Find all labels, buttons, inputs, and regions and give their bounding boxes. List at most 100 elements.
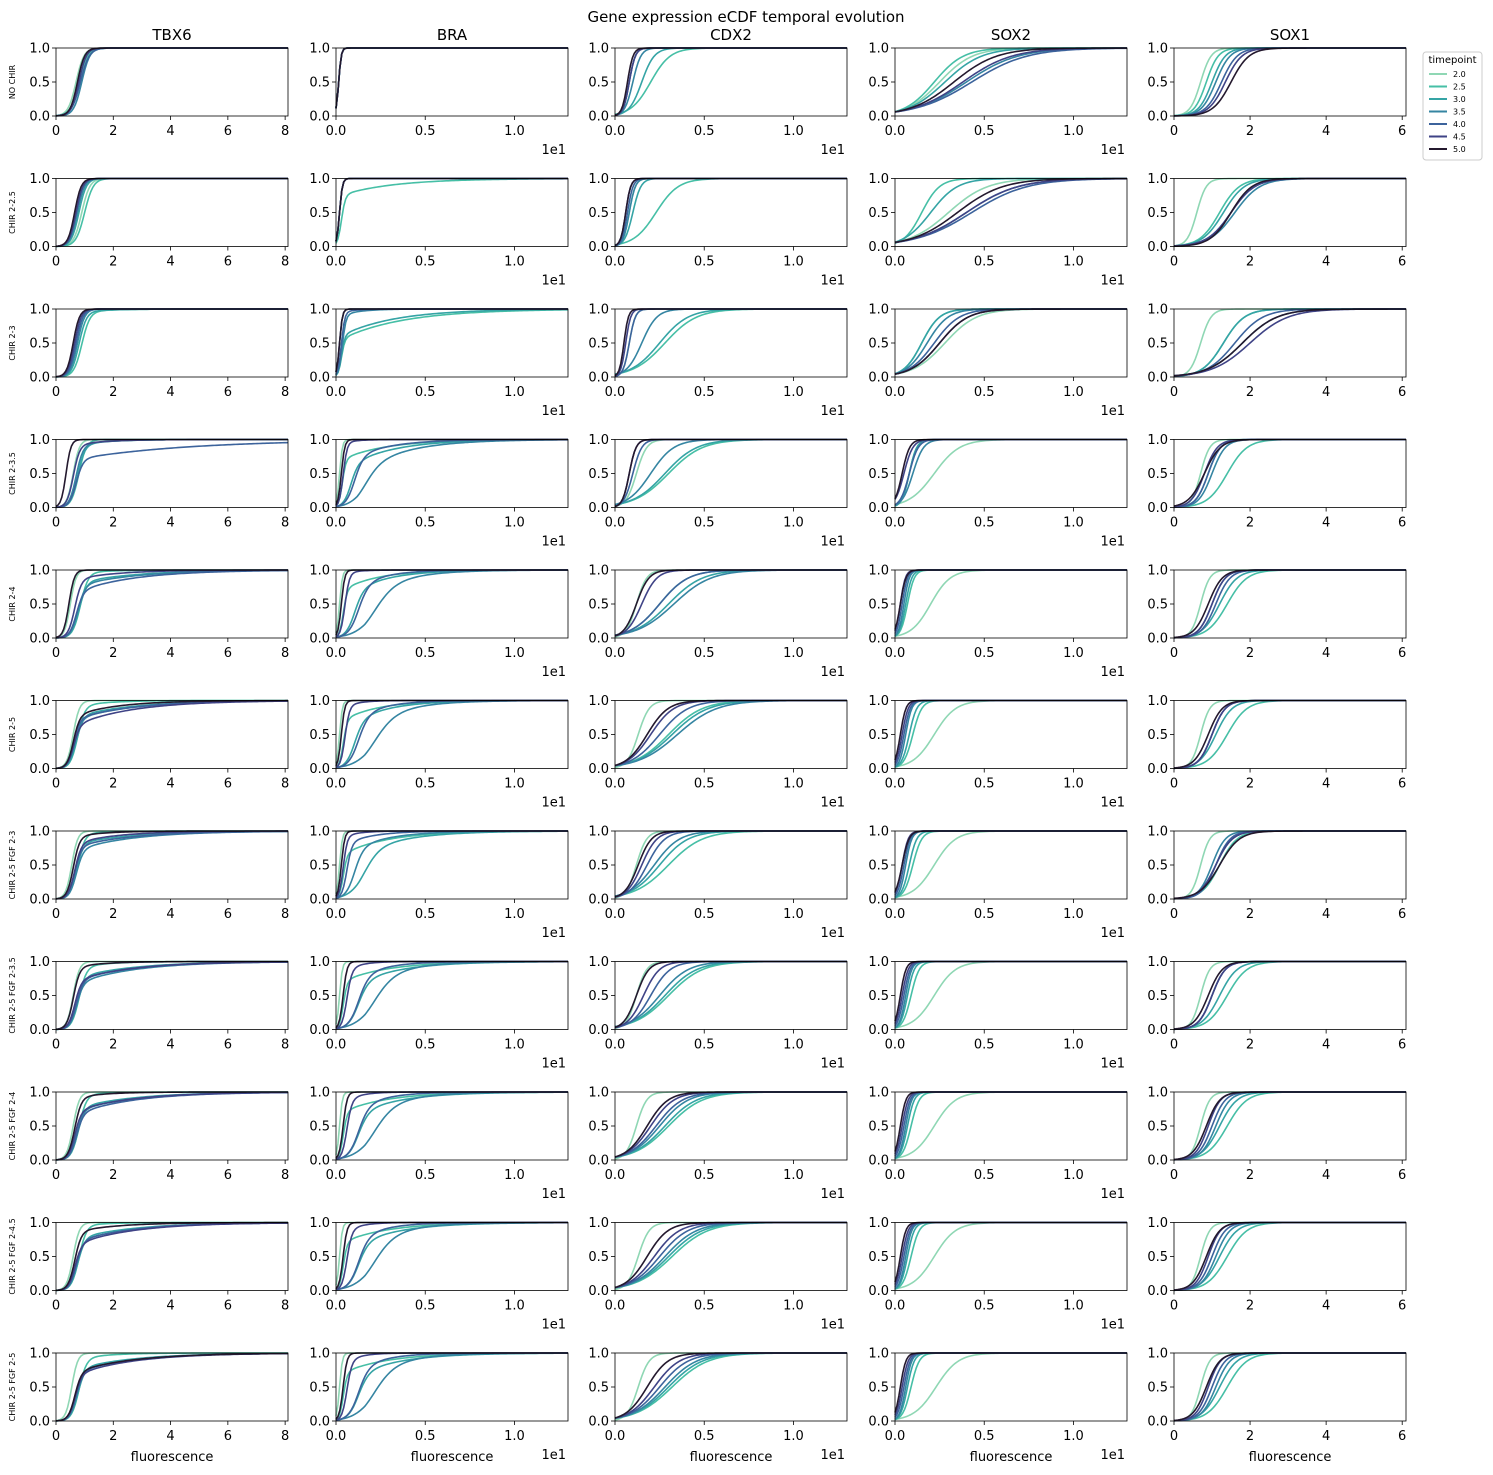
x-tick-label: 2 <box>109 907 117 922</box>
y-tick-label: 0.0 <box>309 1154 330 1169</box>
ecdf-line-2.0 <box>1173 308 1406 378</box>
ecdf-line-4.0 <box>1173 177 1406 247</box>
x-tick-label: 6 <box>224 1429 232 1444</box>
y-tick-label: 1.0 <box>29 1086 50 1101</box>
x-tick-label: 0 <box>52 777 60 792</box>
x-tick-label: 0.0 <box>885 385 906 400</box>
y-tick-label: 0.0 <box>1147 762 1168 777</box>
ecdf-line-3.0 <box>894 699 1127 768</box>
axes-frame <box>894 439 1128 508</box>
ecdf-line-3.5 <box>894 1352 1127 1420</box>
ecdf-line-2.5 <box>894 308 1127 375</box>
panel-tbx6-row-5: 0.0 0.5 1.0 0 2 4 6 8 CHIR 2-5 <box>8 694 289 792</box>
x-tick-label: 1.0 <box>504 777 525 792</box>
ecdf-line-2.0 <box>894 830 1127 899</box>
ecdf-line-2.0 <box>335 960 568 1025</box>
y-tick-label: 1.0 <box>29 694 50 709</box>
panel-sox1-row-10: 0.0 0.5 1.0 0 2 4 6 fluorescence <box>1147 1347 1407 1465</box>
ecdf-line-5.0 <box>55 177 288 248</box>
legend-label: 4.0 <box>1453 120 1466 129</box>
panel-tbx6-row-1: 0.0 0.5 1.0 0 2 4 6 8 CHIR 2-2.5 <box>8 172 289 270</box>
ecdf-line-2.5 <box>55 47 288 117</box>
ecdf-line-4.5 <box>894 830 1127 894</box>
x-tick-label: 4 <box>166 1168 174 1183</box>
y-tick-label: 1.0 <box>868 303 889 318</box>
x-tick-label: 0.0 <box>885 907 906 922</box>
ecdf-line-2.5 <box>335 1091 568 1160</box>
panel-bra-row-2: 0.0 0.5 1.0 0.0 0.5 1.0 1e1 <box>309 303 569 419</box>
ecdf-line-4.5 <box>335 308 568 372</box>
ecdf-line-4.5 <box>1173 177 1406 247</box>
x-tick-label: 0.5 <box>694 516 715 531</box>
x-tick-label: 0.0 <box>326 385 347 400</box>
ecdf-line-5.0 <box>894 699 1127 761</box>
y-tick-label: 1.0 <box>868 1086 889 1101</box>
y-tick-label: 0.0 <box>868 1023 889 1038</box>
ecdf-line-2.5 <box>614 177 847 246</box>
x-tick-label: 1.0 <box>504 646 525 661</box>
ecdf-line-2.0 <box>55 47 288 117</box>
x-tick-label: 0 <box>1170 1168 1178 1183</box>
ecdf-line-4.0 <box>614 1221 847 1289</box>
ecdf-line-2.0 <box>614 308 847 378</box>
x-tick-label: 0.5 <box>974 907 995 922</box>
x-tick-label: 1.0 <box>1063 1038 1084 1053</box>
y-tick-label: 0.5 <box>868 467 889 482</box>
x-tick-label: 6 <box>1398 1168 1406 1183</box>
panel-bra-row-5: 0.0 0.5 1.0 0.0 0.5 1.0 1e1 <box>309 694 569 811</box>
ecdf-line-5.0 <box>894 1091 1127 1152</box>
ecdf-line-2.5 <box>614 1221 847 1289</box>
x-tick-label: 0.5 <box>415 1168 436 1183</box>
column-title-tbx6: TBX6 <box>151 26 191 44</box>
ecdf-line-5.0 <box>1173 177 1406 248</box>
ecdf-line-3.5 <box>335 699 569 769</box>
ecdf-line-4.0 <box>614 438 847 508</box>
x-offset-label: 1e1 <box>820 143 845 158</box>
ecdf-line-2.5 <box>894 1221 1127 1290</box>
x-tick-label: 1.0 <box>504 124 525 139</box>
y-tick-label: 0.5 <box>1147 467 1168 482</box>
ecdf-line-3.0 <box>614 569 847 637</box>
x-tick-label: 1.0 <box>783 385 804 400</box>
axes-frame <box>614 569 848 639</box>
ecdf-line-3.5 <box>894 1221 1127 1290</box>
x-offset-label: 1e1 <box>820 404 845 419</box>
ecdf-line-3.5 <box>1173 177 1406 247</box>
legend-label: 5.0 <box>1453 145 1466 154</box>
axes-frame <box>614 1352 848 1422</box>
ecdf-line-3.5 <box>55 961 289 1031</box>
ecdf-line-4.0 <box>894 1091 1127 1157</box>
x-tick-label: 2 <box>1246 255 1254 270</box>
ecdf-line-3.5 <box>335 830 568 899</box>
x-tick-label: 6 <box>1398 1429 1406 1444</box>
x-tick-label: 0.0 <box>885 1299 906 1314</box>
y-tick-label: 0.5 <box>868 206 889 221</box>
x-tick-label: 0.0 <box>326 124 347 139</box>
ecdf-line-3.5 <box>894 569 1127 637</box>
x-tick-label: 0.5 <box>694 1299 715 1314</box>
x-tick-label: 0 <box>52 1429 60 1444</box>
x-tick-label: 2 <box>1246 646 1254 661</box>
row-label: CHIR 2-3 <box>8 325 17 360</box>
x-tick-label: 0.0 <box>885 124 906 139</box>
panel-cdx2-row-0: 0.0 0.5 1.0 0.0 0.5 1.0 1e1 <box>588 42 848 158</box>
ecdf-line-3.0 <box>335 830 569 899</box>
x-tick-label: 4 <box>166 516 174 531</box>
y-tick-label: 0.5 <box>868 1120 889 1135</box>
ecdf-line-4.5 <box>894 438 1127 500</box>
x-offset-label: 1e1 <box>1100 143 1125 158</box>
ecdf-line-3.5 <box>55 438 288 509</box>
ecdf-line-3.0 <box>55 830 289 900</box>
y-tick-label: 1.0 <box>588 1086 609 1101</box>
x-tick-label: 0.5 <box>694 1038 715 1053</box>
ecdf-line-2.5 <box>335 177 569 244</box>
ecdf-line-2.0 <box>55 1352 288 1422</box>
row-label: CHIR 2-5 FGF 2-4 <box>8 1092 17 1161</box>
x-offset-label: 1e1 <box>541 1057 566 1072</box>
panel-tbx6-row-3: 0.0 0.5 1.0 0 2 4 6 8 CHIR 2-3.5 <box>8 433 289 531</box>
x-tick-label: 0.5 <box>974 646 995 661</box>
ecdf-line-2.5 <box>55 569 288 639</box>
legend-label: 3.5 <box>1453 108 1466 117</box>
y-tick-label: 0.5 <box>29 1250 50 1265</box>
x-offset-label: 1e1 <box>1100 1318 1125 1333</box>
